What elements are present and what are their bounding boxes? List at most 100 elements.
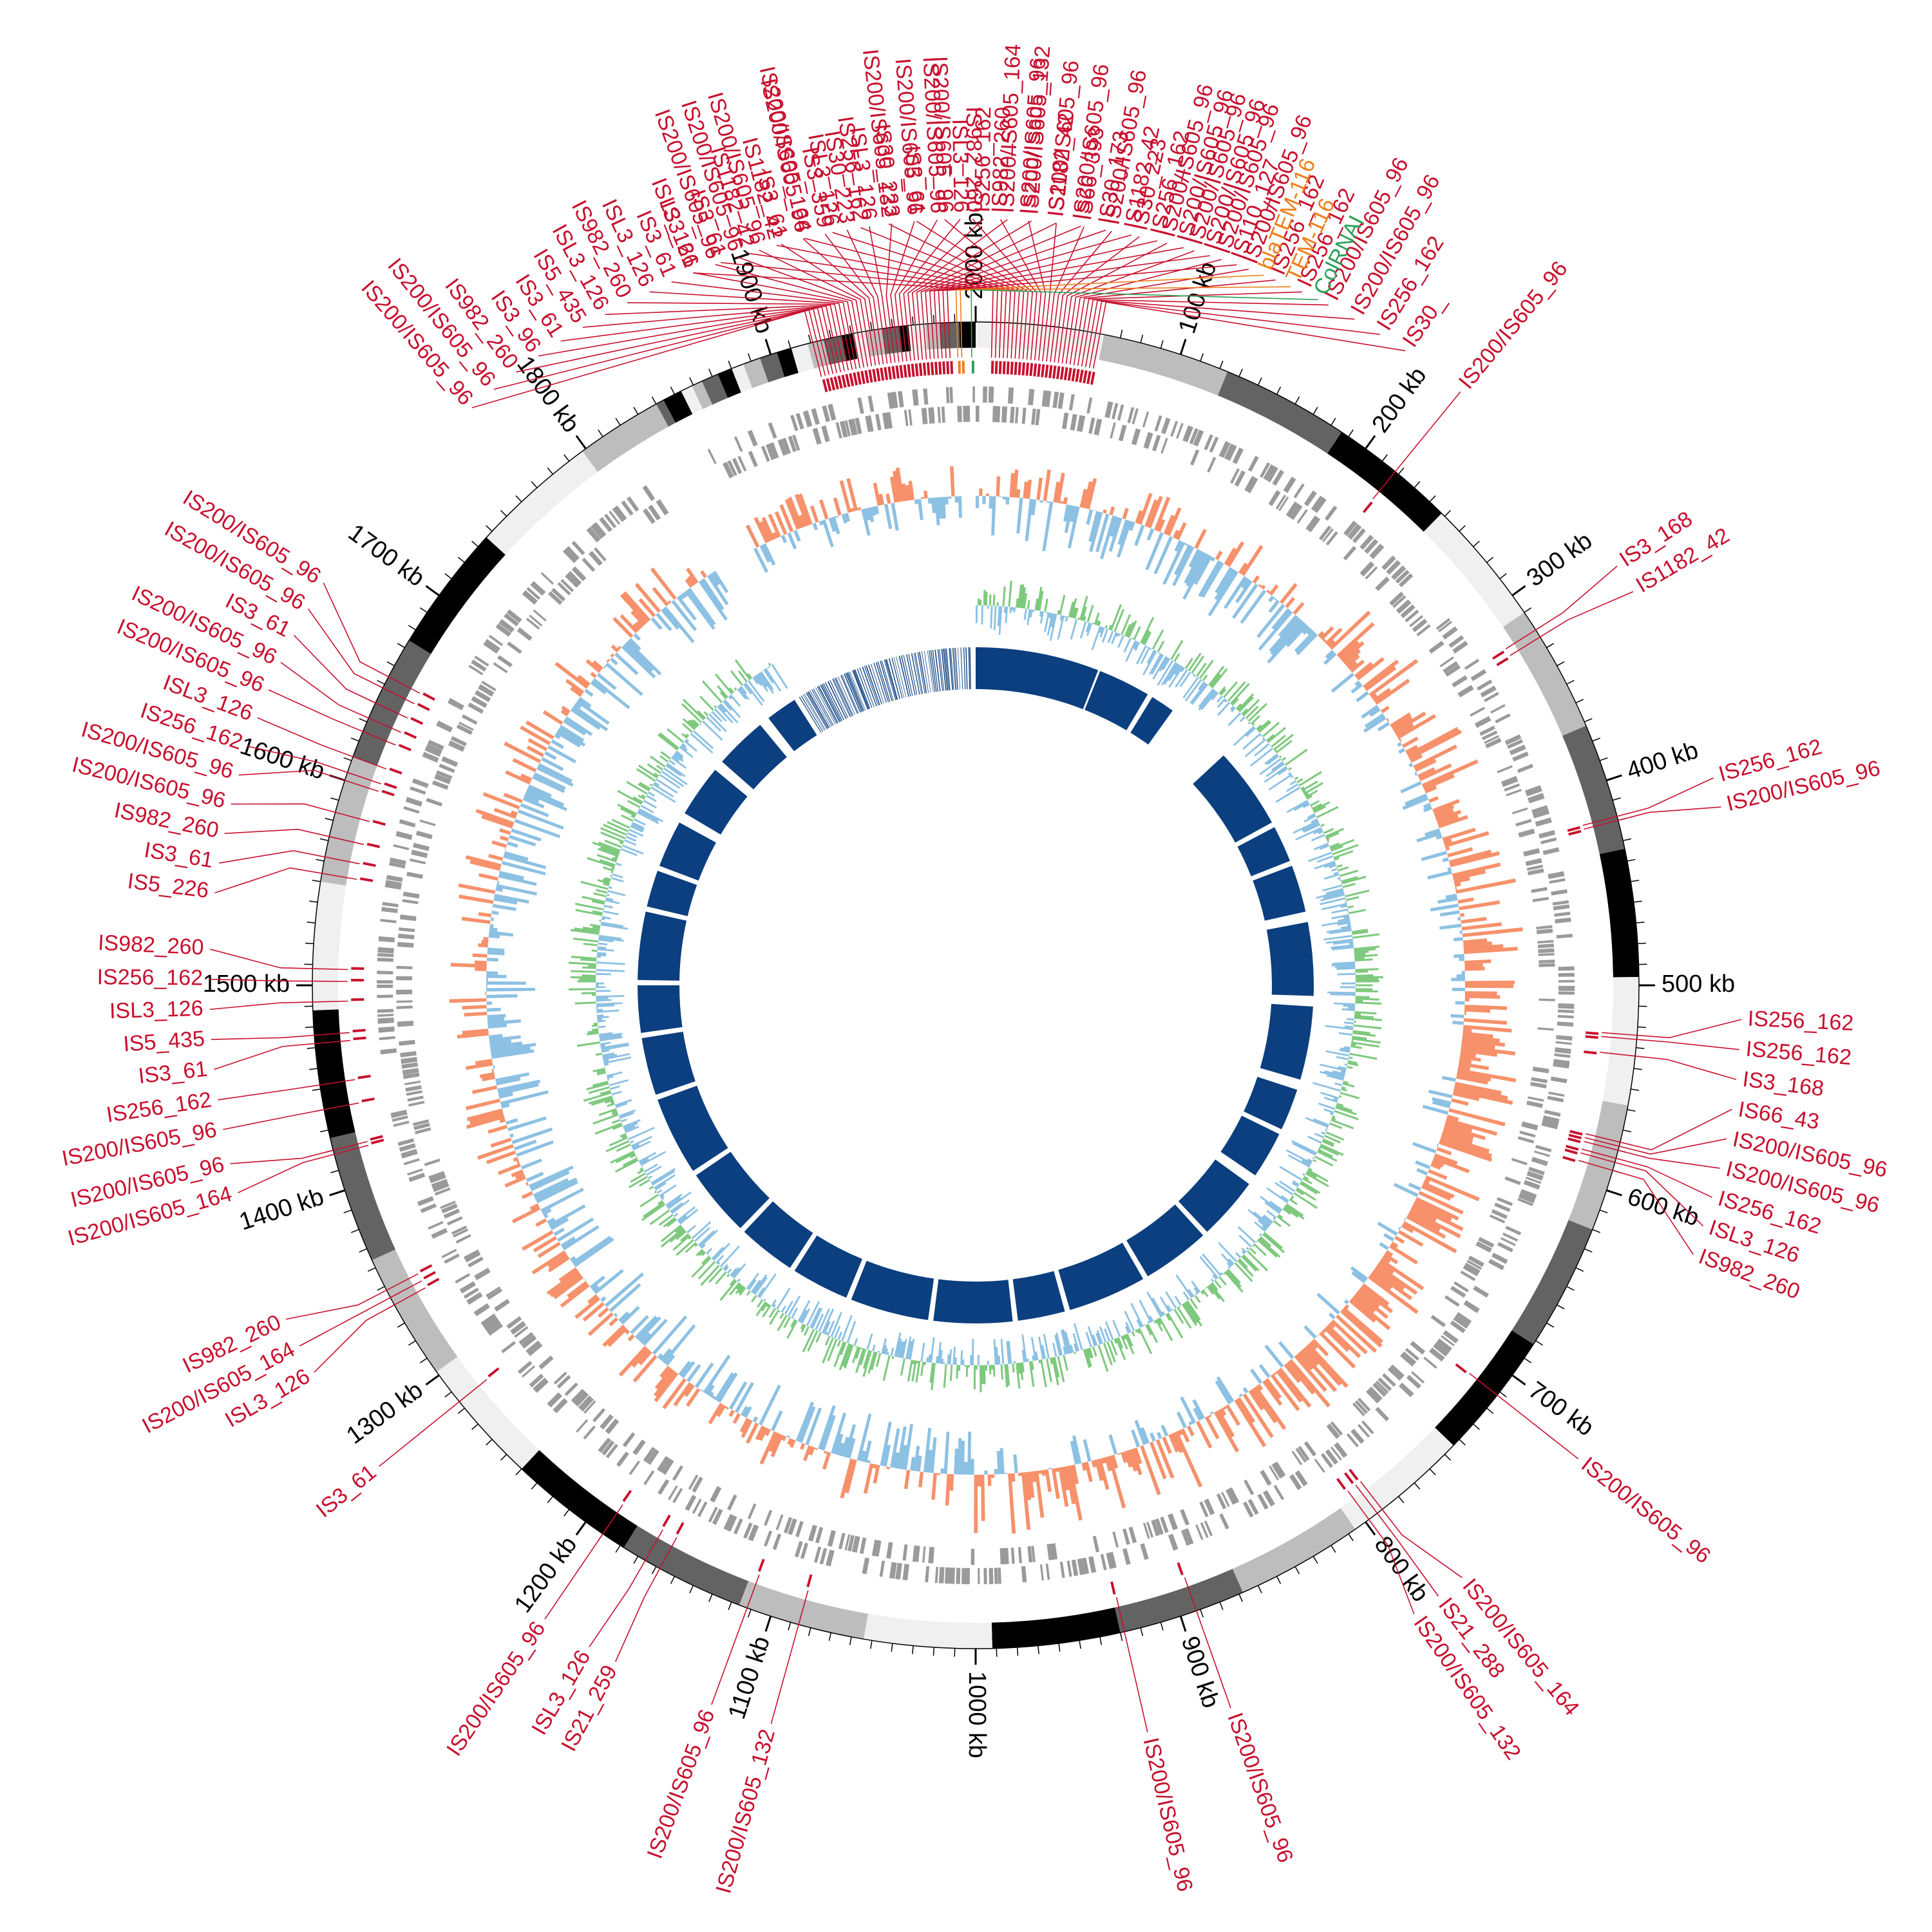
scale-tick	[1575, 699, 1584, 704]
gene-block	[453, 1228, 469, 1238]
annotation-leader	[1046, 226, 1085, 362]
contig-block	[941, 649, 947, 691]
gene-block	[1219, 1513, 1229, 1530]
gene-block	[1452, 675, 1468, 688]
contig-block	[808, 691, 830, 728]
scale-tick	[1414, 1482, 1421, 1490]
gene-block	[1531, 1077, 1548, 1084]
annotation-leader	[224, 828, 365, 846]
annotation-leader	[911, 220, 1032, 361]
contig-block	[845, 672, 863, 712]
is-element-mark	[357, 1074, 371, 1079]
scale-tick	[1606, 774, 1622, 782]
is-element-mark	[363, 862, 376, 867]
gene-block	[1555, 1047, 1571, 1054]
contig-block	[848, 672, 865, 711]
gene-block	[1361, 1420, 1374, 1435]
gene-block	[925, 1566, 930, 1583]
gene-block	[1142, 411, 1150, 428]
gene-block	[1204, 434, 1213, 451]
scale-tick	[500, 509, 507, 517]
gene-block	[410, 786, 426, 795]
gene-block	[448, 740, 465, 752]
gene-block	[1293, 483, 1305, 498]
gene-block	[396, 1000, 413, 1003]
is-element-mark	[1090, 372, 1095, 385]
annotation-leader	[1355, 1484, 1439, 1597]
gene-block	[1435, 618, 1451, 630]
gc-content-negative	[596, 605, 1356, 1365]
gene-block	[727, 460, 737, 477]
gene-block	[1558, 1009, 1575, 1014]
gene-block	[1122, 1528, 1130, 1545]
scale-tick-label: 500 kb	[1662, 971, 1735, 998]
contig-band-segment	[791, 343, 815, 373]
contig-block	[891, 658, 903, 699]
scale-tick	[350, 1229, 359, 1233]
gene-block	[1537, 940, 1554, 944]
annotation-leader	[323, 582, 421, 694]
contig-band-segment	[1502, 612, 1586, 736]
contig-band-segment	[1099, 334, 1228, 396]
gene-block	[456, 724, 473, 735]
scale-tick	[1276, 1576, 1282, 1584]
contig-block	[1237, 827, 1291, 876]
gene-block	[941, 406, 945, 423]
gene-block	[494, 1298, 510, 1312]
contig-block	[949, 648, 953, 690]
annotation-leader	[1601, 1036, 1739, 1050]
contig-block	[844, 673, 861, 713]
gene-block	[1501, 775, 1518, 786]
gene-block	[737, 455, 747, 472]
gene-block	[622, 1432, 636, 1448]
annotation-leader	[933, 240, 1158, 359]
gene-block	[1303, 490, 1317, 507]
gene-block	[1509, 744, 1526, 755]
scale-tick	[1637, 942, 1646, 945]
gene-block	[1014, 407, 1019, 424]
gene-block	[867, 395, 875, 412]
gene-block	[506, 609, 522, 623]
gene-block	[1531, 887, 1548, 893]
gene-block	[495, 623, 511, 637]
contig-band-segment	[409, 537, 506, 654]
gene-block	[812, 428, 822, 445]
scale-tick	[1473, 1423, 1480, 1430]
gene-block	[1112, 1531, 1119, 1548]
gene-block	[501, 1341, 516, 1354]
is-element-mark	[404, 731, 417, 739]
gene-block	[1557, 1014, 1574, 1019]
gene-block	[428, 739, 444, 750]
contig-band-segment	[991, 1607, 1121, 1649]
is-element-label: IS200/IS605_96	[1222, 1710, 1298, 1866]
scale-tick	[1219, 1602, 1224, 1611]
is-element-mark	[822, 379, 828, 393]
gene-block	[957, 406, 962, 422]
annotation-leader	[314, 1287, 426, 1373]
gene-block	[1260, 462, 1271, 478]
gene-block	[794, 1540, 803, 1558]
gene-block	[402, 899, 419, 905]
gene-block	[945, 386, 950, 404]
gene-block	[844, 420, 851, 437]
is-element-label: IS200/IS605_96	[643, 1706, 720, 1862]
annotation-leader	[379, 1379, 488, 1467]
gene-block	[384, 882, 402, 890]
scale-tick-label: 1800 kb	[511, 351, 584, 437]
annotation-leader	[209, 1000, 348, 1010]
gene-block	[582, 558, 596, 572]
scale-tick	[633, 406, 639, 415]
gene-block	[1021, 408, 1027, 424]
gene-block	[775, 1514, 784, 1531]
gene-block	[1428, 640, 1444, 654]
gene-block	[1170, 421, 1179, 437]
scale-tick-label: 1000 kb	[963, 1671, 990, 1758]
scale-tick	[575, 1521, 587, 1536]
gene-block	[1553, 1062, 1569, 1069]
gene-block	[934, 1566, 939, 1584]
gene-block	[612, 506, 626, 522]
gene-block	[404, 1080, 421, 1086]
gene-block	[599, 516, 612, 533]
scale-tick	[1575, 1267, 1584, 1272]
gene-block	[1416, 624, 1431, 637]
